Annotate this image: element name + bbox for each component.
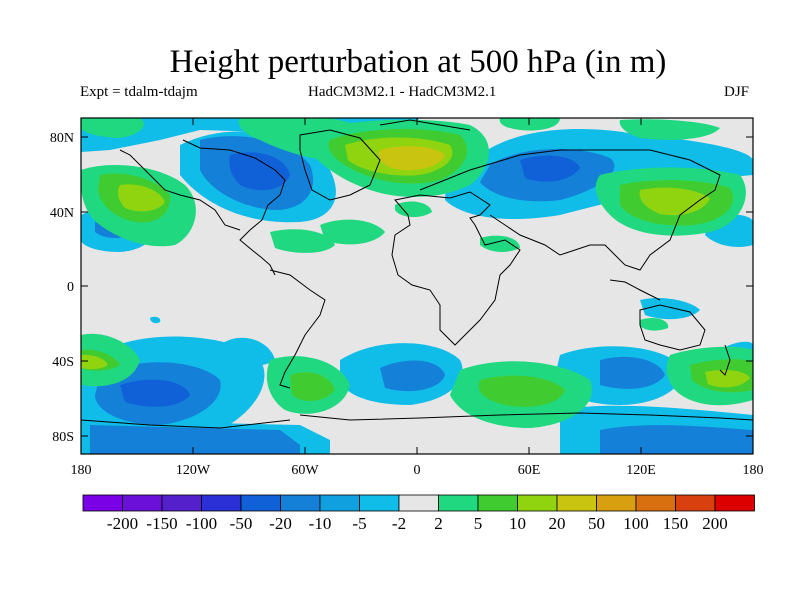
colorbar-swatch [280,494,321,512]
lat-label-80n: 80N [50,131,74,146]
lat-label-40n: 40N [50,206,74,221]
colorbar: -200 -150 -100 -50 -20 -10 -5 -2 2 5 10 20 50 100 150 2… [82,494,755,533]
colorbar-label: -2 [392,514,406,533]
lat-label-40s: 40S [52,355,74,370]
colorbar-label: -10 [309,514,332,533]
coastlines [81,119,753,429]
models-label: HadCM3M2.1 - HadCM3M2.1 [308,84,497,100]
colorbar-label: 100 [623,514,649,533]
colorbar-swatch [556,494,597,512]
colorbar-label: -50 [230,514,253,533]
colorbar-swatch [82,494,123,512]
colorbar-swatch [635,494,676,512]
colorbar-label: -150 [146,514,177,533]
colorbar-label: 200 [702,514,728,533]
lon-label-0: 0 [414,463,421,478]
axis-ticks [81,118,753,454]
lat-tick-labels: 80N 40N 0 40S 80S [50,131,74,445]
lon-label-180w: 180 [71,463,92,478]
experiment-label: Expt = tdalm-tdajm [80,84,198,100]
plot-title: Height perturbation at 500 hPa (in m) [169,44,667,80]
colorbar-swatch [398,494,439,512]
lon-label-60e: 60E [518,463,541,478]
colorbar-label: -5 [352,514,366,533]
colorbar-label: -20 [269,514,292,533]
colorbar-label: 5 [474,514,483,533]
colorbar-label: 20 [549,514,566,533]
colorbar-swatch [714,494,755,512]
colorbar-swatch [201,494,242,512]
colorbar-swatch [438,494,479,512]
colorbar-swatch [477,494,518,512]
lon-label-60w: 60W [291,463,319,478]
colorbar-swatch [319,494,360,512]
colorbar-swatch [517,494,558,512]
colorbar-swatch [596,494,637,512]
colorbar-swatch [359,494,400,512]
colorbar-label: 2 [434,514,443,533]
lon-label-120w: 120W [176,463,211,478]
colorbar-swatch [161,494,202,512]
lat-label-0: 0 [67,280,74,295]
lat-label-80s: 80S [52,430,74,445]
colorbar-swatch [675,494,716,512]
lon-label-120e: 120E [626,463,656,478]
colorbar-label: -200 [107,514,138,533]
contour-band-neg20 [120,152,580,407]
colorbar-label: 10 [509,514,526,533]
colorbar-label: 50 [588,514,605,533]
height-field [81,118,753,454]
season-label: DJF [724,84,750,100]
lon-tick-labels: 180 120W 60W 0 60E 120E 180 [71,463,764,478]
colorbar-label: -100 [186,514,217,533]
colorbar-label: 150 [663,514,689,533]
colorbar-swatch [122,494,163,512]
contour-band-pos20 [378,146,445,171]
colorbar-swatch [240,494,281,512]
lon-label-180e: 180 [743,463,764,478]
